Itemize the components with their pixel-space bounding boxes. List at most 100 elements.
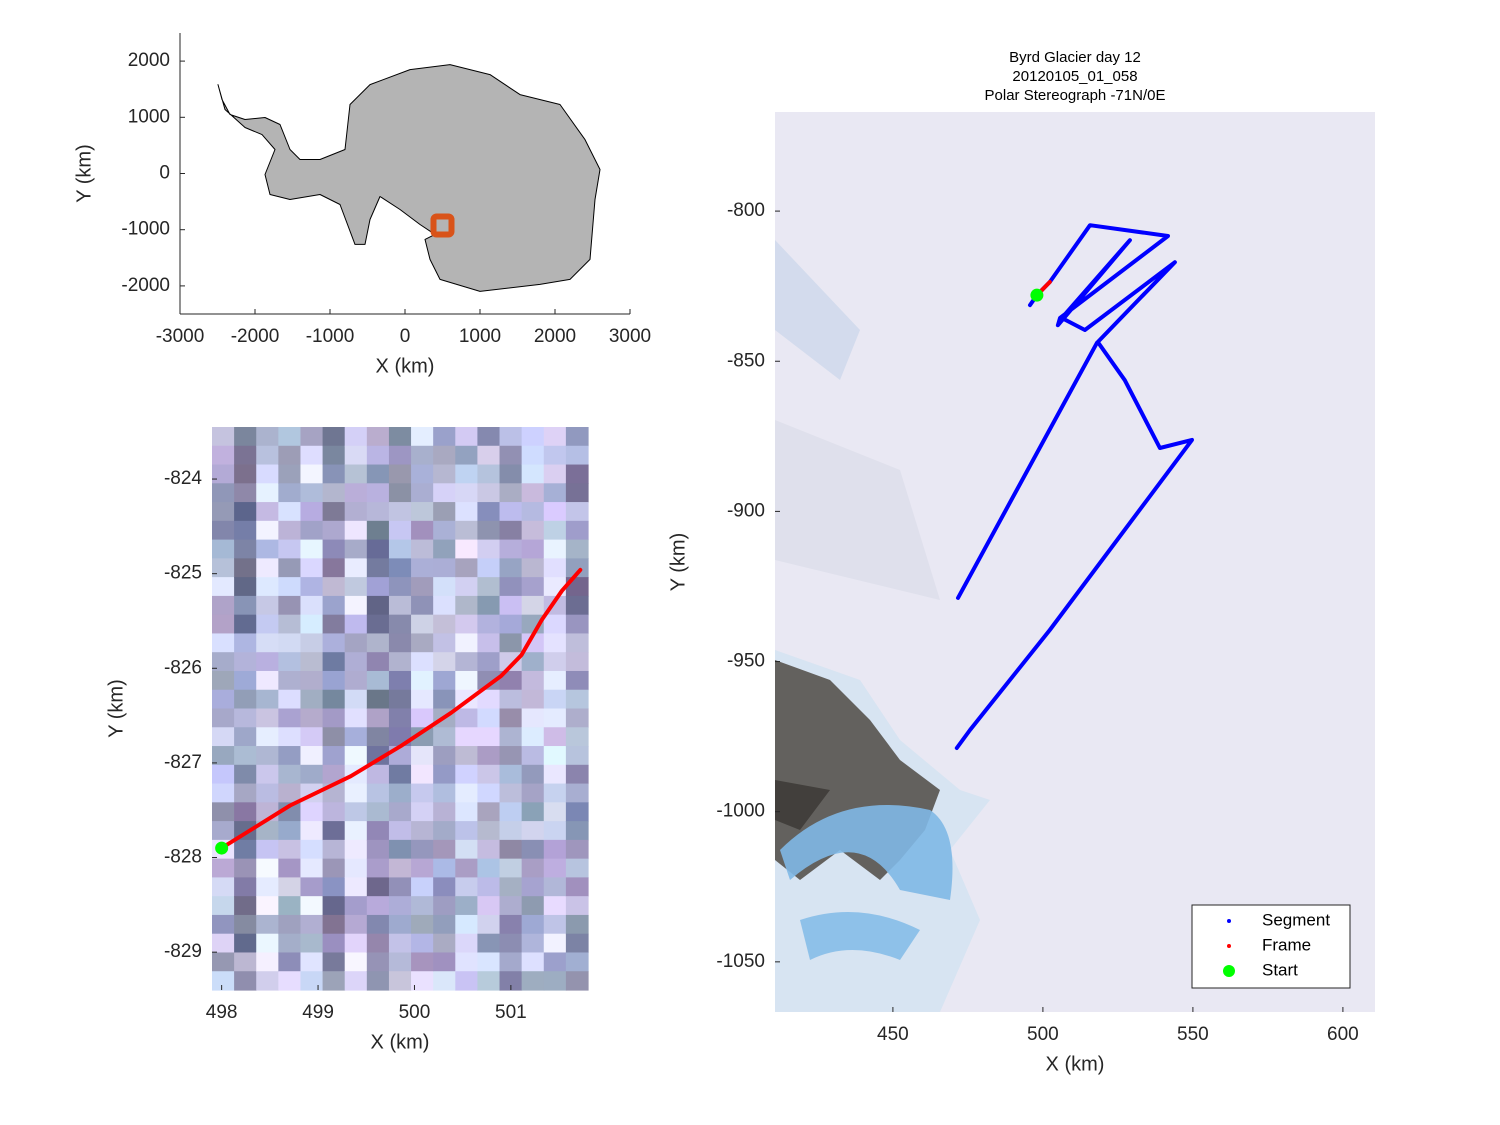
image-pixel bbox=[433, 464, 456, 484]
image-pixel bbox=[499, 520, 523, 541]
image-pixel bbox=[477, 539, 501, 559]
legend-label: Start bbox=[1262, 960, 1298, 979]
image-pixel bbox=[234, 652, 257, 672]
image-pixel bbox=[433, 577, 456, 597]
image-pixel bbox=[388, 971, 412, 991]
image-pixel bbox=[411, 971, 434, 991]
image-pixel bbox=[565, 802, 589, 822]
image-pixel bbox=[344, 746, 368, 766]
image-pixel bbox=[388, 708, 412, 728]
image-pixel bbox=[543, 670, 567, 691]
image-pixel bbox=[344, 427, 368, 447]
image-pixel bbox=[300, 427, 324, 447]
image-pixel bbox=[565, 633, 589, 653]
image-pixel bbox=[433, 445, 456, 466]
image-pixel bbox=[477, 689, 501, 710]
image-pixel bbox=[477, 839, 501, 860]
image-pixel bbox=[543, 483, 567, 503]
image-pixel bbox=[388, 821, 412, 841]
image-pixel bbox=[300, 877, 324, 897]
image-pixel bbox=[565, 746, 589, 766]
image-pixel bbox=[477, 483, 501, 503]
image-pixel bbox=[300, 483, 324, 503]
x-tick-label: 600 bbox=[1327, 1024, 1359, 1045]
image-pixel bbox=[455, 952, 479, 972]
x-tick-label: -1000 bbox=[306, 326, 355, 347]
image-pixel bbox=[300, 652, 324, 672]
image-pixel bbox=[543, 708, 567, 728]
image-pixel bbox=[521, 839, 545, 860]
image-pixel bbox=[322, 539, 346, 559]
image-pixel bbox=[477, 614, 501, 635]
image-pixel bbox=[499, 708, 523, 728]
image-pixel bbox=[256, 595, 279, 616]
image-pixel bbox=[366, 896, 390, 916]
image-pixel bbox=[455, 670, 479, 691]
image-pixel bbox=[521, 971, 545, 991]
image-pixel bbox=[499, 746, 523, 766]
image-pixel bbox=[565, 858, 589, 878]
image-pixel bbox=[388, 670, 412, 691]
image-pixel bbox=[411, 520, 434, 541]
image-pixel bbox=[565, 821, 589, 841]
image-pixel bbox=[521, 558, 545, 578]
x-tick-label: 2000 bbox=[534, 326, 576, 347]
image-pixel bbox=[388, 914, 412, 935]
image-pixel bbox=[344, 896, 368, 916]
image-pixel bbox=[344, 858, 368, 878]
image-pixel bbox=[256, 952, 279, 972]
image-pixel bbox=[344, 708, 368, 728]
image-pixel bbox=[521, 877, 545, 897]
image-pixel bbox=[366, 708, 390, 728]
image-pixel bbox=[278, 952, 302, 972]
image-pixel bbox=[344, 614, 368, 635]
image-pixel bbox=[256, 614, 279, 635]
image-pixel bbox=[455, 633, 479, 653]
image-pixel bbox=[322, 445, 346, 466]
image-pixel bbox=[565, 877, 589, 897]
image-pixel bbox=[300, 821, 324, 841]
image-pixel bbox=[455, 520, 479, 541]
image-pixel bbox=[300, 802, 324, 822]
image-pixel bbox=[366, 520, 390, 541]
image-pixel bbox=[344, 933, 368, 954]
image-pixel bbox=[256, 520, 279, 541]
image-pixel bbox=[388, 839, 412, 860]
image-feature bbox=[775, 240, 860, 380]
image-pixel bbox=[212, 858, 235, 878]
image-pixel bbox=[411, 670, 434, 691]
legend-symbol bbox=[1227, 944, 1231, 948]
image-pixel bbox=[433, 652, 456, 672]
image-pixel bbox=[256, 558, 279, 578]
image-pixel bbox=[477, 933, 501, 954]
image-pixel bbox=[256, 539, 279, 559]
image-pixel bbox=[499, 670, 523, 691]
image-pixel bbox=[388, 427, 412, 447]
x-tick-label: -2000 bbox=[231, 326, 280, 347]
image-pixel bbox=[322, 652, 346, 672]
image-pixel bbox=[455, 877, 479, 897]
image-pixel bbox=[344, 727, 368, 747]
image-pixel bbox=[256, 577, 279, 597]
image-pixel bbox=[388, 595, 412, 616]
image-pixel bbox=[433, 746, 456, 766]
x-tick-label: 498 bbox=[206, 1002, 238, 1023]
image-pixel bbox=[433, 502, 456, 522]
image-pixel bbox=[212, 746, 235, 766]
image-pixel bbox=[256, 933, 279, 954]
image-pixel bbox=[499, 427, 523, 447]
image-pixel bbox=[366, 839, 390, 860]
image-pixel bbox=[212, 689, 235, 710]
image-pixel bbox=[455, 464, 479, 484]
image-pixel bbox=[477, 914, 501, 935]
image-pixel bbox=[366, 914, 390, 935]
image-pixel bbox=[411, 502, 434, 522]
image-pixel bbox=[256, 727, 279, 747]
image-pixel bbox=[477, 708, 501, 728]
image-pixel bbox=[256, 502, 279, 522]
image-pixel bbox=[543, 520, 567, 541]
image-pixel bbox=[388, 727, 412, 747]
image-pixel bbox=[565, 520, 589, 541]
image-pixel bbox=[300, 971, 324, 991]
image-pixel bbox=[411, 539, 434, 559]
